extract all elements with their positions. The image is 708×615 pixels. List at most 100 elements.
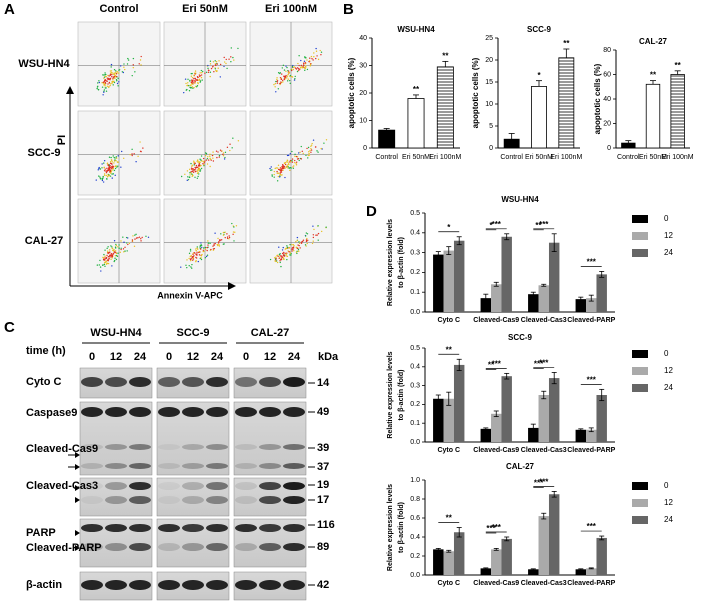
event-dot [224,156,226,159]
event-dot [199,248,202,250]
band [259,482,281,490]
event-dot [279,256,281,259]
event-dot [300,241,303,243]
event-dot [230,60,232,63]
event-dot [294,159,296,162]
event-dot [283,167,285,170]
event-dot [304,67,306,70]
event-dot [104,83,106,85]
event-dot [200,244,202,246]
event-dot [313,52,315,54]
event-dot [105,73,107,76]
band [81,543,103,551]
event-dot [291,150,293,153]
event-dot [281,255,283,258]
event-dot [297,244,299,246]
event-dot [108,75,110,77]
significance-label: ** [446,514,453,523]
event-dot [105,256,108,259]
kda-value: 89 [317,541,329,553]
band [206,524,228,532]
event-dot [123,241,125,243]
event-dot [300,66,302,68]
event-dot [117,252,119,254]
event-dot [216,63,218,65]
bar [528,569,539,575]
event-dot [304,235,307,237]
event-dot [286,66,288,69]
event-dot [317,239,319,241]
event-dot [291,250,293,252]
x-tick-label: Control [617,154,640,161]
event-dot [102,81,105,84]
event-dot [191,173,193,175]
event-dot [287,250,289,252]
band [105,496,127,504]
event-dot [99,178,102,180]
event-dot [196,85,199,87]
y-tick-label: 0.1 [410,289,420,296]
event-dot [104,81,107,84]
event-dot [195,166,197,169]
event-dot [237,140,240,142]
bar [528,294,539,312]
event-dot [117,72,120,74]
significance-label: * [489,221,493,230]
event-dot [110,70,113,72]
bar [480,568,492,575]
event-dot [109,170,111,173]
event-dot [134,71,136,73]
event-dot [283,166,285,169]
event-dot [312,240,314,242]
y-axis-label: apoptotic cells (%) [593,63,602,134]
event-dot [140,64,142,66]
event-dot [108,86,110,89]
legend-label: 12 [664,498,673,507]
event-dot [188,252,191,255]
event-dot [270,169,272,171]
bar [491,284,502,312]
event-dot [209,75,211,78]
event-dot [298,69,300,71]
event-dot [200,257,202,259]
event-dot [212,61,215,63]
event-dot [293,245,295,247]
legend-label: 0 [664,349,669,358]
event-dot [108,156,111,158]
event-dot [207,159,210,161]
event-dot [147,236,150,238]
event-dot [232,56,234,59]
significance-label: *** [534,360,544,369]
event-dot [126,250,128,252]
event-dot [97,82,99,84]
significance-label: *** [492,523,502,532]
event-dot [200,69,203,72]
significance-label: *** [539,478,549,487]
band [283,524,305,532]
event-dot [191,81,194,83]
event-dot [276,170,278,173]
event-dot [110,83,112,85]
event-dot [282,64,285,67]
event-dot [278,246,280,248]
event-dot [289,169,291,172]
legend-label: 0 [664,481,669,490]
event-dot [112,166,115,168]
event-dot [190,167,193,169]
event-dot [186,88,188,91]
event-dot [279,173,282,176]
x-tick-label: Cyto C [437,580,460,587]
event-dot [186,266,188,269]
event-dot [291,69,293,72]
event-dot [320,147,322,150]
event-dot [215,69,217,72]
event-dot [190,83,193,85]
y-axis-label: to β-actin (fold) [398,237,405,288]
event-dot [315,47,317,50]
event-dot [298,241,300,243]
event-dot [286,75,289,77]
event-dot [284,167,286,169]
band [283,463,305,469]
event-dot [199,158,201,160]
event-dot [233,240,235,242]
